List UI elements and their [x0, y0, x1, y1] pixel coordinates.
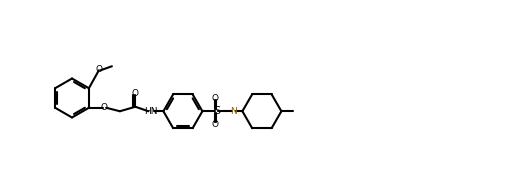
Text: O: O: [212, 120, 219, 129]
Text: O: O: [132, 89, 138, 98]
Text: N: N: [230, 107, 237, 116]
Text: S: S: [213, 106, 220, 116]
Text: O: O: [212, 94, 219, 102]
Text: O: O: [96, 65, 103, 74]
Text: O: O: [101, 103, 108, 112]
Text: HN: HN: [144, 107, 158, 116]
